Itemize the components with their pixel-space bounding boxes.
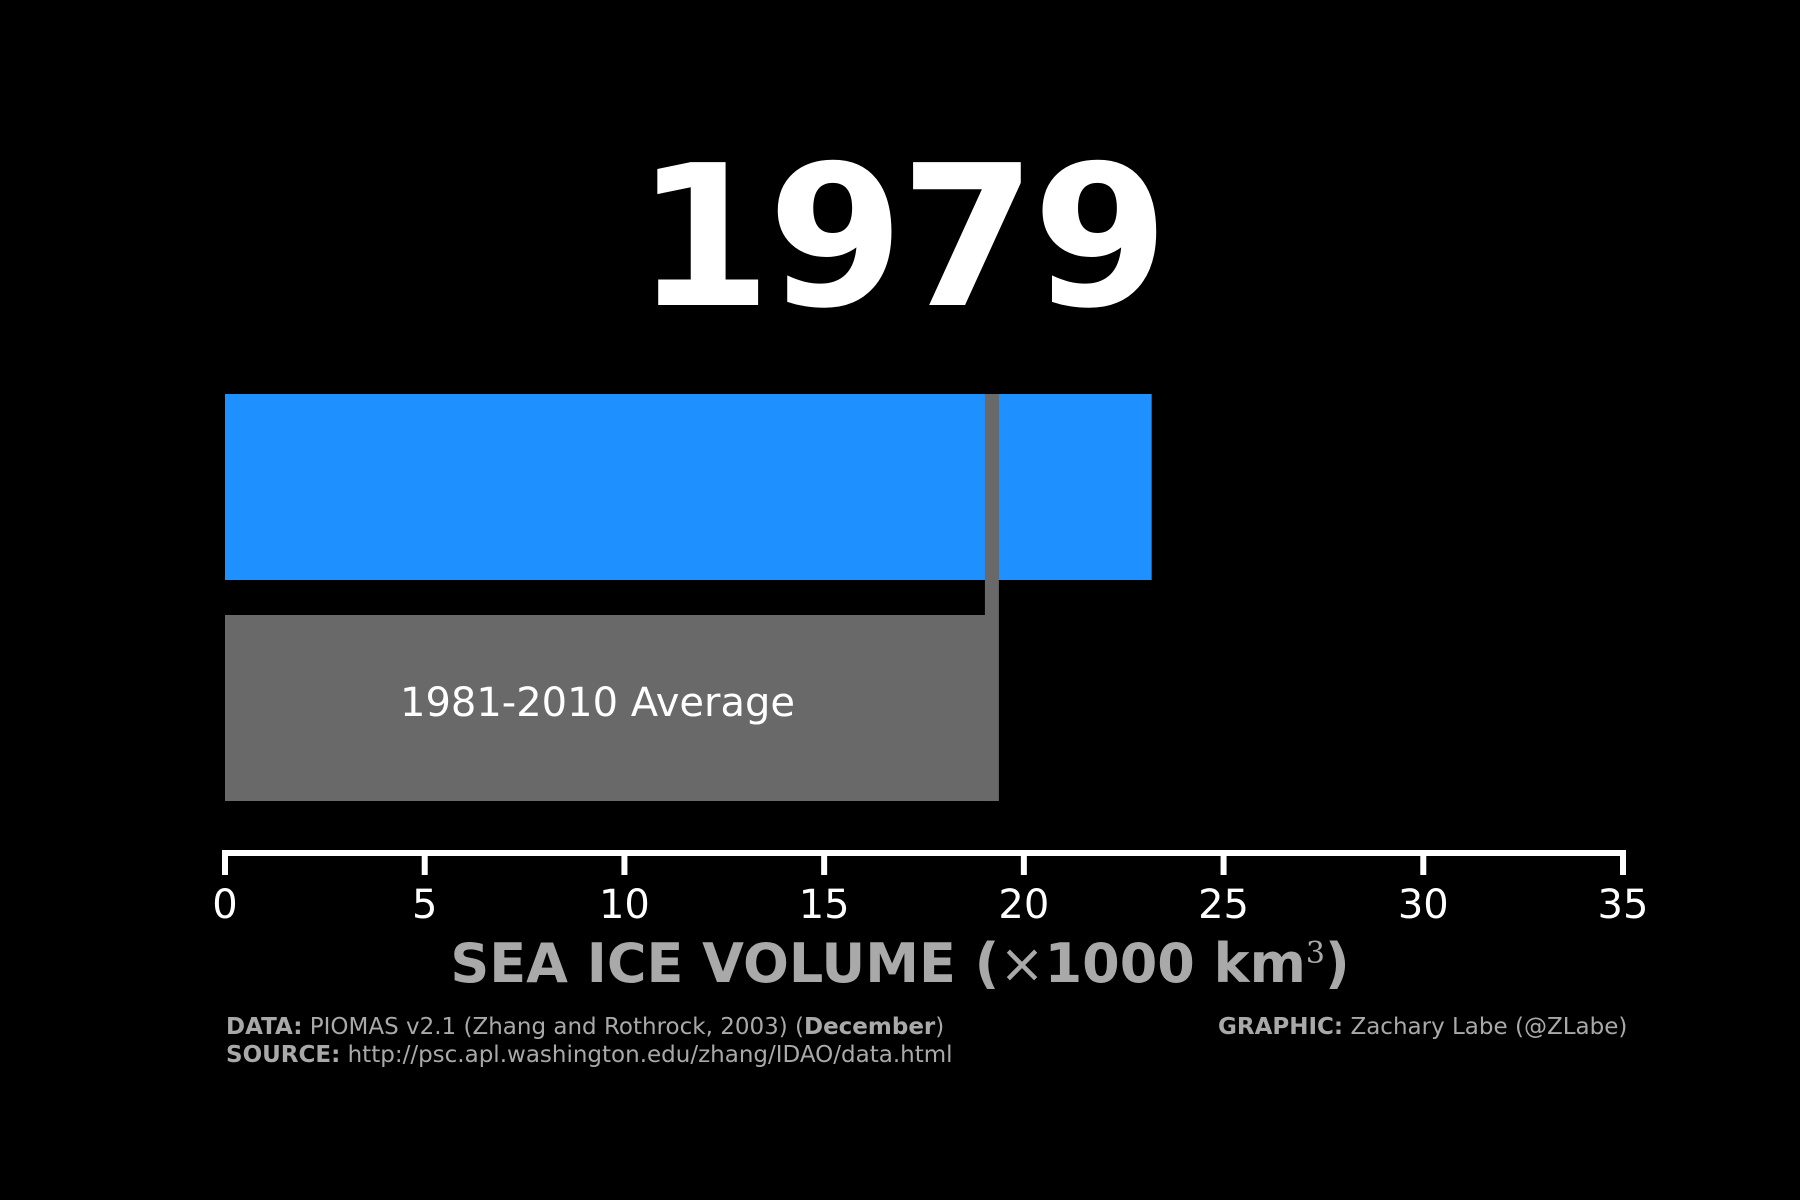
axis-title-prefix: SEA ICE VOLUME ( (450, 932, 1000, 995)
source-label: SOURCE: (226, 1042, 341, 1068)
x-tick-label-25: 25 (1198, 882, 1249, 928)
average-volume-bar (225, 615, 992, 801)
year-volume-bar (225, 394, 1152, 580)
data-credits: DATA: PIOMAS v2.1 (Zhang and Rothrock, 2… (226, 1013, 953, 1069)
graphic-label: GRAPHIC: (1218, 1014, 1344, 1040)
data-end: ) (935, 1014, 945, 1040)
year-title: 1979 (635, 124, 1169, 352)
data-label: DATA: (226, 1014, 303, 1040)
data-credit-line: DATA: PIOMAS v2.1 (Zhang and Rothrock, 2… (226, 1013, 953, 1041)
x-tick-label-20: 20 (998, 882, 1049, 928)
source-url: http://psc.apl.washington.edu/zhang/IDAO… (340, 1042, 953, 1068)
graphic-credits: GRAPHIC: Zachary Labe (@ZLabe) (1218, 1013, 1627, 1041)
average-bar-label: 1981-2010 Average (400, 680, 795, 726)
axis-title-main: 1000 km (1044, 932, 1306, 995)
x-tick-label-35: 35 (1598, 882, 1649, 928)
x-axis-title: SEA ICE VOLUME (×1000 km3) (0, 932, 1800, 995)
data-text: PIOMAS v2.1 (Zhang and Rothrock, 2003) ( (302, 1014, 804, 1040)
data-month: December (803, 1014, 936, 1040)
x-tick-label-0: 0 (212, 882, 237, 928)
x-tick-label-10: 10 (599, 882, 650, 928)
axis-title-suffix: ) (1324, 932, 1350, 995)
x-tick-label-5: 5 (412, 882, 437, 928)
average-marker-line (984, 394, 999, 801)
x-tick-label-15: 15 (799, 882, 850, 928)
source-credit-line: SOURCE: http://psc.apl.washington.edu/zh… (226, 1041, 953, 1069)
x-tick-label-30: 30 (1398, 882, 1449, 928)
times-symbol: × (999, 932, 1045, 995)
axis-title-exponent: 3 (1305, 936, 1325, 971)
graphic-author: Zachary Labe (@ZLabe) (1343, 1014, 1628, 1040)
